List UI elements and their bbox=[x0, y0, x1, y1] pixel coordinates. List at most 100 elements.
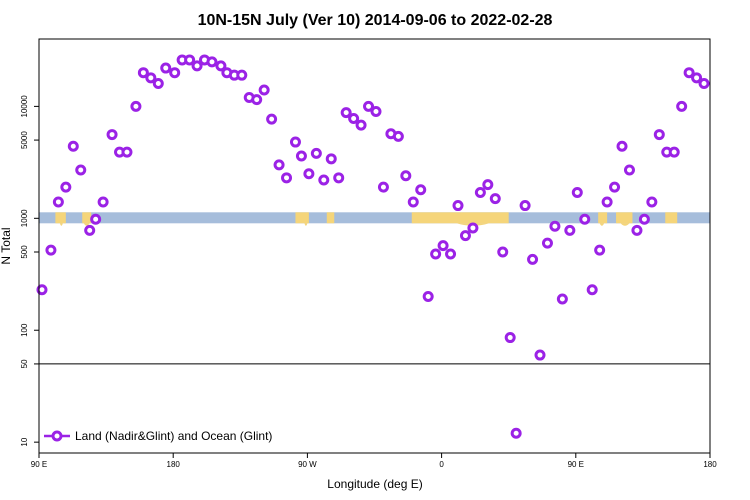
data-point bbox=[467, 222, 479, 234]
y-tick-label: 500 bbox=[20, 245, 29, 259]
legend-marker-swatch bbox=[51, 430, 63, 442]
data-point bbox=[289, 136, 301, 148]
data-point bbox=[638, 213, 650, 225]
land-segment bbox=[55, 212, 66, 224]
y-tick-label: 10000 bbox=[20, 95, 29, 118]
data-point bbox=[84, 224, 96, 236]
data-point bbox=[266, 113, 278, 125]
x-tick-label: 90 W bbox=[298, 460, 317, 469]
chart-title: 10N-15N July (Ver 10) 2014-09-06 to 2022… bbox=[198, 12, 553, 29]
x-tick-label: 180 bbox=[703, 460, 717, 469]
y-tick-label: 10 bbox=[20, 437, 29, 446]
legend-label: Land (Nadir&Glint) and Ocean (Glint) bbox=[75, 429, 272, 443]
data-point bbox=[474, 187, 486, 199]
data-point bbox=[497, 246, 509, 258]
x-tick-label: 0 bbox=[439, 460, 444, 469]
data-point bbox=[273, 159, 285, 171]
data-point bbox=[549, 220, 561, 232]
data-point bbox=[556, 293, 568, 305]
land-bulge bbox=[620, 223, 630, 226]
data-point bbox=[422, 291, 434, 303]
data-point bbox=[45, 244, 57, 256]
data-point bbox=[97, 196, 109, 208]
x-tick-label: 90 E bbox=[31, 460, 47, 469]
y-axis-label: N Total bbox=[0, 227, 13, 264]
x-axis-label: Longitude (deg E) bbox=[327, 477, 422, 491]
data-point bbox=[60, 181, 72, 193]
data-point bbox=[392, 130, 404, 142]
land-segment bbox=[82, 212, 92, 224]
data-point bbox=[152, 78, 164, 90]
data-point bbox=[504, 332, 516, 344]
data-point bbox=[355, 119, 367, 131]
data-point bbox=[616, 140, 628, 152]
x-axis: 90 E 180 90 W 0 90 E 180 bbox=[31, 453, 717, 469]
land-segment bbox=[598, 212, 608, 224]
data-point bbox=[67, 140, 79, 152]
data-point bbox=[258, 84, 270, 96]
data-point bbox=[191, 60, 203, 72]
y-axis: 10 50 100 500 1000 5000 10000 bbox=[20, 95, 39, 447]
data-point bbox=[510, 427, 522, 439]
data-point bbox=[121, 146, 133, 158]
data-point bbox=[36, 284, 48, 296]
data-point bbox=[459, 230, 471, 242]
data-point bbox=[130, 100, 142, 112]
data-point bbox=[482, 179, 494, 191]
data-point bbox=[137, 67, 149, 79]
data-point bbox=[281, 172, 293, 184]
y-tick-label: 50 bbox=[20, 359, 29, 368]
land-segment bbox=[295, 212, 309, 224]
data-point bbox=[407, 196, 419, 208]
y-tick-label: 1000 bbox=[20, 209, 29, 227]
data-point bbox=[430, 248, 442, 260]
data-point bbox=[668, 146, 680, 158]
data-point bbox=[437, 240, 449, 252]
data-point bbox=[145, 72, 157, 84]
data-point bbox=[489, 193, 501, 205]
data-point bbox=[106, 129, 118, 141]
data-point bbox=[571, 187, 583, 199]
land-segment bbox=[616, 212, 633, 224]
data-point bbox=[646, 196, 658, 208]
data-point bbox=[594, 244, 606, 256]
x-tick-label: 180 bbox=[167, 460, 181, 469]
data-point bbox=[206, 56, 218, 68]
data-point bbox=[631, 224, 643, 236]
plot-frame bbox=[38, 38, 711, 454]
data-point bbox=[90, 213, 102, 225]
data-point bbox=[363, 100, 375, 112]
data-points bbox=[36, 54, 710, 439]
data-point bbox=[295, 150, 307, 162]
data-point bbox=[601, 196, 613, 208]
data-point bbox=[340, 107, 352, 119]
y-tick-label: 5000 bbox=[20, 131, 29, 149]
data-point bbox=[579, 213, 591, 225]
data-point bbox=[609, 181, 621, 193]
data-point bbox=[623, 164, 635, 176]
data-point bbox=[586, 284, 598, 296]
data-point bbox=[541, 237, 553, 249]
legend: Land (Nadir&Glint) and Ocean (Glint) bbox=[44, 429, 272, 443]
data-point bbox=[215, 60, 227, 72]
data-point bbox=[370, 106, 382, 118]
data-point bbox=[698, 78, 710, 90]
data-point bbox=[452, 200, 464, 212]
data-point bbox=[564, 224, 576, 236]
data-point bbox=[184, 54, 196, 66]
plot-background bbox=[39, 39, 710, 453]
y-tick-label: 100 bbox=[20, 323, 29, 337]
data-point bbox=[251, 94, 263, 106]
land-segment bbox=[665, 212, 678, 224]
land-bulge bbox=[59, 223, 63, 226]
data-point bbox=[653, 129, 665, 141]
data-point bbox=[534, 349, 546, 361]
plot-area bbox=[36, 38, 711, 454]
x-tick-label: 90 E bbox=[568, 460, 584, 469]
data-point bbox=[75, 164, 87, 176]
land-segment bbox=[326, 212, 335, 224]
data-point bbox=[691, 72, 703, 84]
data-point bbox=[445, 248, 457, 260]
land-bulge bbox=[304, 223, 308, 226]
